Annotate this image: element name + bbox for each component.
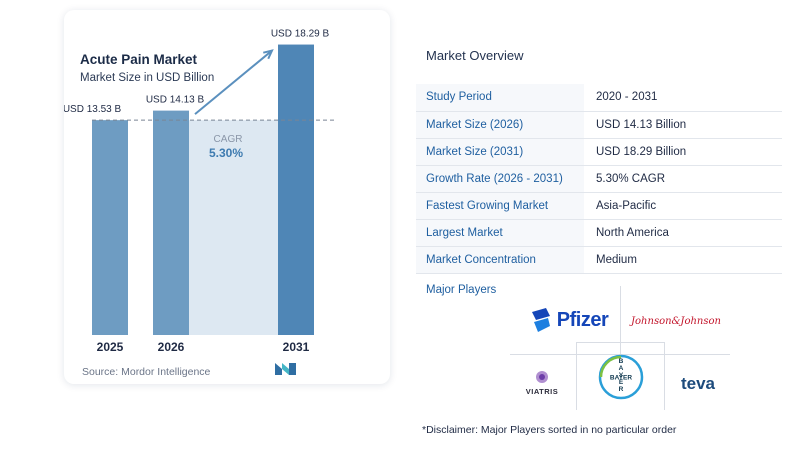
overview-value: North America	[584, 219, 782, 247]
viatris-logo: VIATRIS	[510, 360, 574, 406]
teva-wordmark: teva	[680, 374, 716, 393]
chart-title: Acute Pain Market	[80, 52, 198, 67]
bar-2026	[153, 110, 189, 335]
overview-label: Growth Rate (2026 - 2031)	[416, 165, 584, 193]
viatris-wordmark: VIATRIS	[525, 387, 559, 396]
overview-row: Study Period 2020 - 2031	[416, 84, 782, 112]
overview-value: USD 14.13 Billion	[584, 111, 782, 139]
x-tick-label: 2025	[97, 340, 124, 354]
overview-label: Market Size (2031)	[416, 138, 584, 166]
growth-arrow-line	[194, 49, 273, 115]
growth-arrow-head	[263, 49, 274, 60]
teva-logo: teva	[666, 362, 730, 406]
grid-divider	[576, 342, 577, 410]
overview-label: Study Period	[416, 84, 584, 112]
chart-card: USD 13.53 B 2025 USD 14.13 B 2026 USD 18.29 …	[64, 10, 390, 384]
overview-row: Fastest Growing Market Asia-Pacific	[416, 192, 782, 220]
x-tick-label: 2026	[158, 340, 185, 354]
overview-row: Growth Rate (2026 - 2031) 5.30% CAGR	[416, 165, 782, 193]
cagr-label: CAGR	[214, 134, 243, 145]
grid-divider	[576, 342, 664, 343]
grid-divider	[620, 286, 621, 354]
data-label: USD 13.53 B	[64, 104, 122, 115]
overview-value: Asia-Pacific	[584, 192, 782, 220]
pfizer-logo: Pfizer	[518, 296, 618, 344]
overview-row: Largest Market North America	[416, 219, 782, 247]
jnj-logo: Johnson&Johnson	[622, 304, 730, 338]
x-tick-label: 2031	[283, 340, 310, 354]
overview-table: Study Period 2020 - 2031 Market Size (2026…	[416, 84, 782, 274]
bayer-wordmark-horizontal: BAYER	[609, 374, 631, 381]
data-label: USD 14.13 B	[146, 95, 205, 106]
overview-value: 2020 - 2031	[584, 84, 782, 112]
overview-value: USD 18.29 Billion	[584, 138, 782, 166]
overview-label: Market Size (2026)	[416, 111, 584, 139]
overview-row: Market Size (2031) USD 18.29 Billion	[416, 138, 782, 166]
growth-shade	[189, 120, 278, 335]
disclaimer-note: *Disclaimer: Major Players sorted in no …	[422, 424, 677, 436]
bar-2025	[92, 120, 128, 335]
bar-chart: USD 13.53 B 2025 USD 14.13 B 2026 USD 18.29 …	[64, 29, 334, 354]
cagr-value: 5.30%	[209, 146, 243, 160]
overview-value: 5.30% CAGR	[584, 165, 782, 193]
overview-label: Fastest Growing Market	[416, 192, 584, 220]
overview-row: Market Concentration Medium	[416, 246, 782, 274]
overview-label: Largest Market	[416, 219, 584, 247]
pfizer-pill-icon	[531, 308, 550, 332]
pfizer-wordmark: Pfizer	[556, 308, 609, 331]
overview-row: Market Size (2026) USD 14.13 Billion	[416, 111, 782, 139]
viatris-mark-icon	[536, 371, 548, 383]
grid-divider	[664, 342, 665, 410]
source-note: Source: Mordor Intelligence	[82, 366, 211, 378]
overview-label: Market Concentration	[416, 246, 584, 274]
overview-title: Market Overview	[426, 48, 524, 63]
chart-subtitle: Market Size in USD Billion	[80, 72, 215, 84]
major-players-label: Major Players	[426, 284, 497, 296]
bar-2031	[278, 44, 314, 335]
mordor-logo-icon	[275, 363, 296, 375]
data-label: USD 18.29 B	[271, 29, 330, 40]
jnj-wordmark: Johnson&Johnson	[631, 315, 721, 327]
overview-value: Medium	[584, 246, 782, 274]
